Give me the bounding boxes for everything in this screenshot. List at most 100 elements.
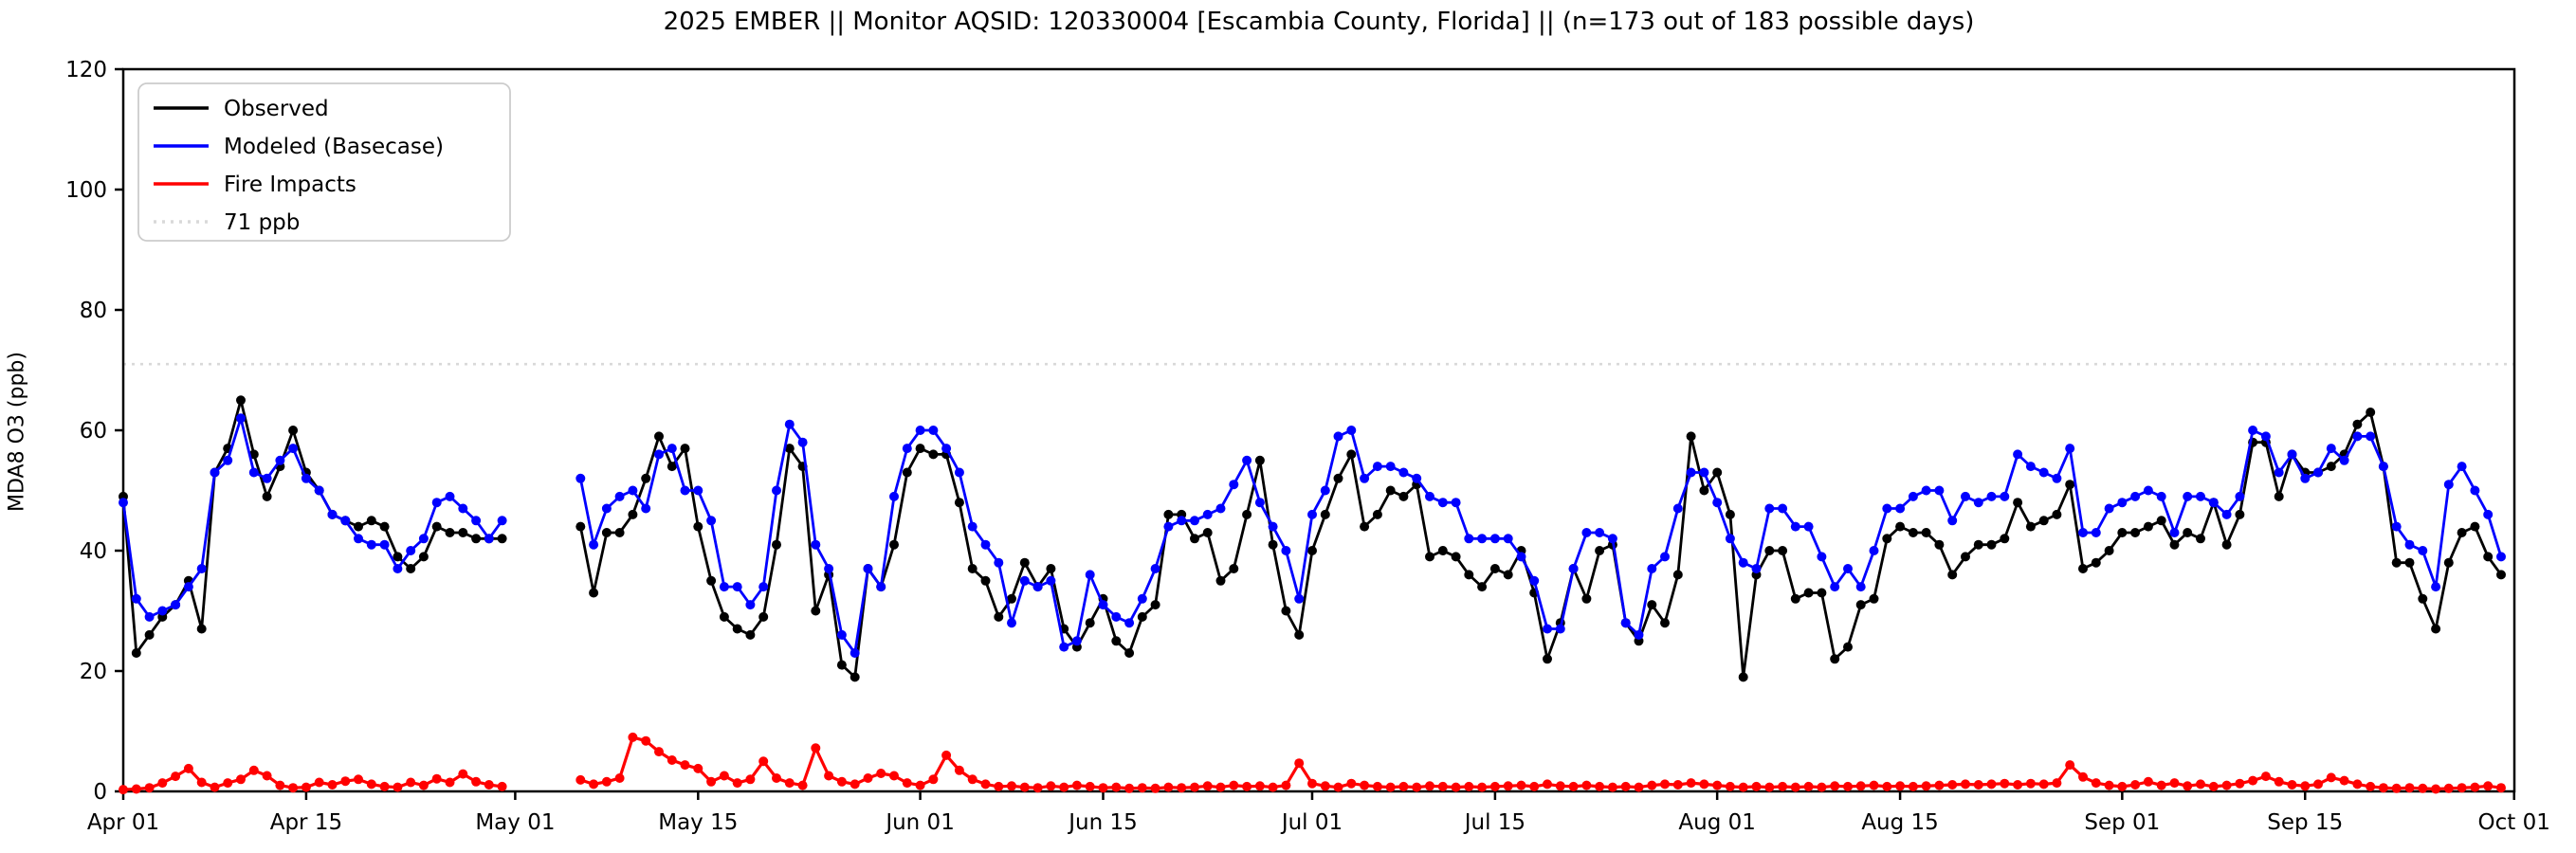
y-axis-label: MDA8 O3 (ppb) [5, 352, 29, 512]
fire-impacts-marker [2221, 780, 2232, 790]
fire-impacts-marker [641, 735, 651, 746]
modeled-basecase--marker [2366, 431, 2376, 442]
fire-impacts-marker [2248, 775, 2258, 786]
observed-marker [262, 491, 272, 501]
observed-marker [354, 521, 363, 532]
fire-impacts-marker [863, 773, 873, 783]
fire-impacts-marker [1947, 780, 1958, 789]
observed-marker [2352, 419, 2363, 429]
fire-impacts-marker [2404, 783, 2415, 793]
modeled-basecase--marker [497, 516, 507, 526]
legend-label-observed: Observed [224, 97, 329, 121]
observed-marker [1790, 593, 1800, 604]
modeled-basecase--marker [2169, 528, 2180, 537]
observed-marker [2104, 546, 2114, 555]
fire-impacts-marker [484, 780, 494, 789]
fire-impacts-marker [784, 778, 795, 789]
fire-impacts-marker [1686, 778, 1696, 789]
modeled-basecase--marker [2091, 528, 2101, 537]
observed-marker [654, 431, 664, 442]
y-tick-label: 120 [65, 58, 107, 82]
modeled-basecase--marker [902, 444, 912, 454]
modeled-basecase--marker [2078, 528, 2088, 537]
fire-impacts-marker [2470, 782, 2480, 792]
observed-marker [1372, 509, 1382, 519]
fire-impacts-marker [967, 774, 977, 785]
modeled-basecase--marker [1581, 528, 1592, 537]
y-tick-label: 20 [80, 660, 107, 684]
observed-marker [2013, 498, 2023, 508]
observed-marker [784, 444, 795, 454]
modeled-basecase--marker [458, 503, 468, 514]
x-tick-label: Apr 15 [270, 810, 342, 835]
observed-marker [1085, 618, 1095, 628]
modeled-basecase--marker [1686, 467, 1696, 478]
fire-impacts-marker [1973, 780, 1983, 789]
modeled-basecase--marker [797, 437, 808, 447]
modeled-basecase--marker [915, 426, 925, 435]
observed-marker [1973, 539, 1983, 550]
observed-marker [393, 552, 403, 562]
fire-impacts-marker [2457, 783, 2467, 793]
modeled-basecase--marker [1869, 546, 1879, 555]
modeled-basecase--marker [131, 593, 141, 604]
modeled-basecase--marker [1699, 467, 1709, 478]
observed-marker [1150, 600, 1160, 610]
modeled-basecase--marker [1908, 491, 1918, 501]
modeled-basecase--marker [2196, 491, 2205, 501]
modeled-basecase--marker [1372, 462, 1382, 472]
fire-impacts-marker [693, 763, 703, 773]
fire-impacts-marker [1908, 781, 1918, 791]
observed-marker [614, 528, 625, 537]
modeled-basecase--marker [1477, 534, 1488, 544]
modeled-basecase--marker [1712, 498, 1723, 508]
fire-impacts-marker [379, 781, 390, 791]
modeled-basecase--marker [1412, 473, 1422, 483]
fire-impacts-marker [1398, 781, 1409, 791]
modeled-basecase--marker [2025, 462, 2036, 472]
modeled-basecase--marker [1529, 575, 1540, 586]
fire-impacts-marker [2169, 778, 2180, 789]
observed-marker [1921, 528, 1931, 537]
modeled-basecase--marker [1634, 629, 1644, 640]
modeled-basecase--marker [393, 564, 403, 573]
modeled-basecase--marker [2274, 467, 2284, 478]
observed-marker [2221, 539, 2232, 550]
x-tick-label: Oct 01 [2478, 810, 2550, 835]
modeled-basecase--marker [1543, 624, 1552, 634]
observed-marker [850, 672, 860, 682]
fire-impacts-marker [1672, 780, 1683, 789]
fire-impacts-marker [183, 763, 193, 773]
observed-marker [471, 534, 482, 544]
fire-impacts-marker [1778, 781, 1788, 791]
y-tick-label: 60 [80, 419, 107, 444]
observed-marker [1908, 528, 1918, 537]
observed-marker [2025, 521, 2036, 532]
modeled-basecase--marker [1437, 498, 1448, 508]
observed-marker [1830, 654, 1840, 664]
modeled-basecase--marker [994, 557, 1004, 568]
fire-impacts-marker [1242, 781, 1252, 791]
fire-impacts-marker [2156, 780, 2166, 790]
observed-marker [1437, 546, 1448, 555]
fire-impacts-marker [1855, 781, 1866, 791]
observed-marker [836, 660, 847, 670]
modeled-basecase--marker [928, 426, 939, 435]
observed-marker [1398, 491, 1409, 501]
fire-impacts-marker [1007, 781, 1016, 791]
fire-impacts-marker [811, 743, 821, 753]
fire-impacts-marker [196, 777, 207, 788]
fire-impacts-marker [994, 781, 1004, 791]
modeled-basecase--marker [706, 516, 717, 526]
fire-impacts-marker [2025, 778, 2036, 789]
fire-impacts-marker [2352, 779, 2363, 789]
x-tick-label: May 01 [475, 810, 555, 835]
observed-marker [248, 449, 259, 460]
observed-marker [1817, 588, 1827, 598]
modeled-basecase--marker [301, 473, 311, 483]
observed-marker [2156, 516, 2166, 526]
fire-impacts-marker [1817, 782, 1827, 792]
modeled-basecase--marker [1895, 503, 1906, 514]
observed-marker [2130, 528, 2141, 537]
modeled-basecase--marker [406, 546, 416, 555]
